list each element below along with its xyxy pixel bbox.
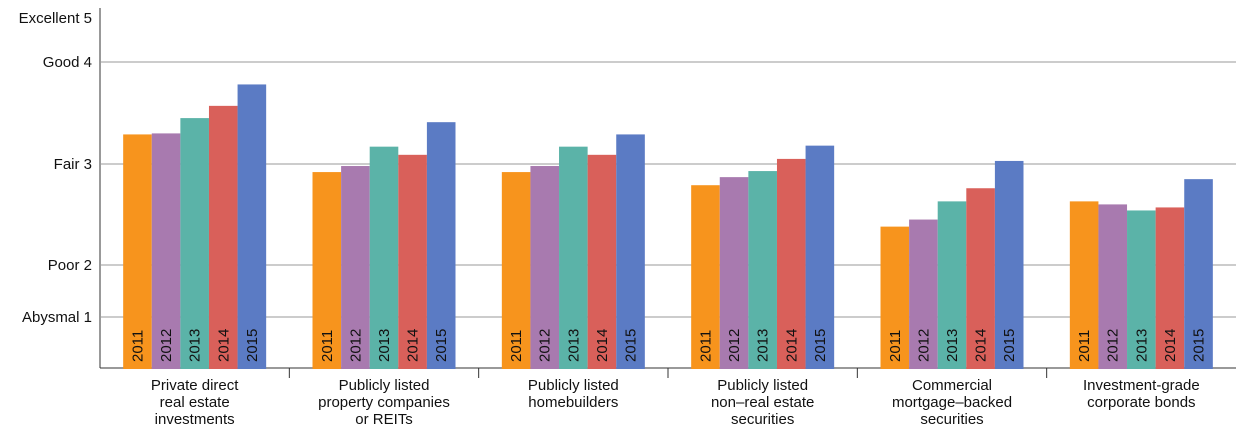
bar-year-label: 2011 [697, 330, 714, 362]
bar-year-label: 2014 [783, 329, 800, 362]
bar [719, 177, 749, 369]
bar [237, 84, 267, 369]
x-tick-label: Investment-grade corporate bonds [1083, 377, 1200, 411]
bar-year-label: 2011 [508, 330, 525, 362]
bar-year-label: 2013 [565, 329, 582, 362]
bar [559, 146, 588, 369]
bar [123, 134, 152, 369]
bar-year-label: 2015 [812, 329, 829, 362]
bar [501, 172, 531, 369]
bar-year-label: 2013 [187, 329, 204, 362]
bar [966, 188, 995, 369]
x-tick-label: Private direct real estate investments [151, 377, 239, 428]
bar [180, 118, 209, 369]
bar [587, 154, 617, 369]
y-tick-label: Abysmal 1 [22, 309, 92, 326]
bar [151, 133, 181, 369]
bar [909, 219, 938, 369]
x-tick-label: Publicly listed non–real estate securities [711, 377, 814, 428]
bar [805, 145, 835, 369]
bar-year-label: 2014 [405, 329, 422, 362]
bar-year-label: 2013 [755, 329, 772, 362]
bar-year-label: 2014 [1162, 329, 1179, 362]
bar-year-label: 2012 [347, 329, 364, 362]
bar [369, 146, 399, 369]
bar-year-label: 2015 [244, 329, 261, 362]
bar-year-label: 2015 [1001, 329, 1018, 362]
bar [1069, 201, 1099, 369]
bar-year-label: 2013 [376, 329, 393, 362]
bar-year-label: 2011 [1076, 330, 1093, 362]
x-tick-label: Publicly listed homebuilders [528, 377, 619, 411]
bar-year-label: 2014 [215, 329, 232, 362]
bar-year-label: 2014 [594, 329, 611, 362]
bar [1184, 179, 1213, 369]
bar-year-label: 2012 [915, 329, 932, 362]
bar-year-label: 2012 [726, 329, 743, 362]
y-tick-label: Poor 2 [48, 257, 92, 274]
bar [616, 134, 645, 369]
bar [208, 105, 238, 370]
x-tick-label: Publicly listed property companies or REIT… [318, 377, 450, 428]
bar-year-label: 2012 [1105, 329, 1122, 362]
y-tick-label: Excellent 5 [19, 10, 92, 27]
bar [994, 160, 1024, 369]
bar-year-label: 2012 [537, 329, 554, 362]
bar-year-label: 2015 [1191, 329, 1208, 362]
y-tick-label: Good 4 [43, 54, 92, 71]
bar-year-label: 2011 [887, 330, 904, 362]
bar [530, 166, 560, 369]
y-tick-label: Fair 3 [54, 156, 92, 173]
bar-year-label: 2014 [973, 329, 990, 362]
bar [1098, 204, 1128, 369]
bar [426, 122, 456, 370]
bar [776, 158, 806, 369]
bar [312, 172, 342, 369]
bar [691, 185, 720, 369]
x-tick-label: Commercial mortgage–backed securities [892, 377, 1012, 428]
bar-year-label: 2013 [1133, 329, 1150, 362]
bar [880, 226, 910, 369]
bar [341, 166, 370, 369]
bar-year-label: 2012 [158, 329, 175, 362]
bar-year-label: 2015 [623, 329, 640, 362]
bar [937, 201, 967, 369]
bar [398, 154, 427, 369]
bar-year-label: 2011 [129, 330, 146, 362]
bar-year-label: 2013 [944, 329, 961, 362]
bar-year-label: 2015 [433, 329, 450, 362]
bar [1155, 207, 1185, 369]
bar [1127, 210, 1156, 369]
bar-year-label: 2011 [319, 330, 336, 362]
bar [748, 171, 777, 369]
